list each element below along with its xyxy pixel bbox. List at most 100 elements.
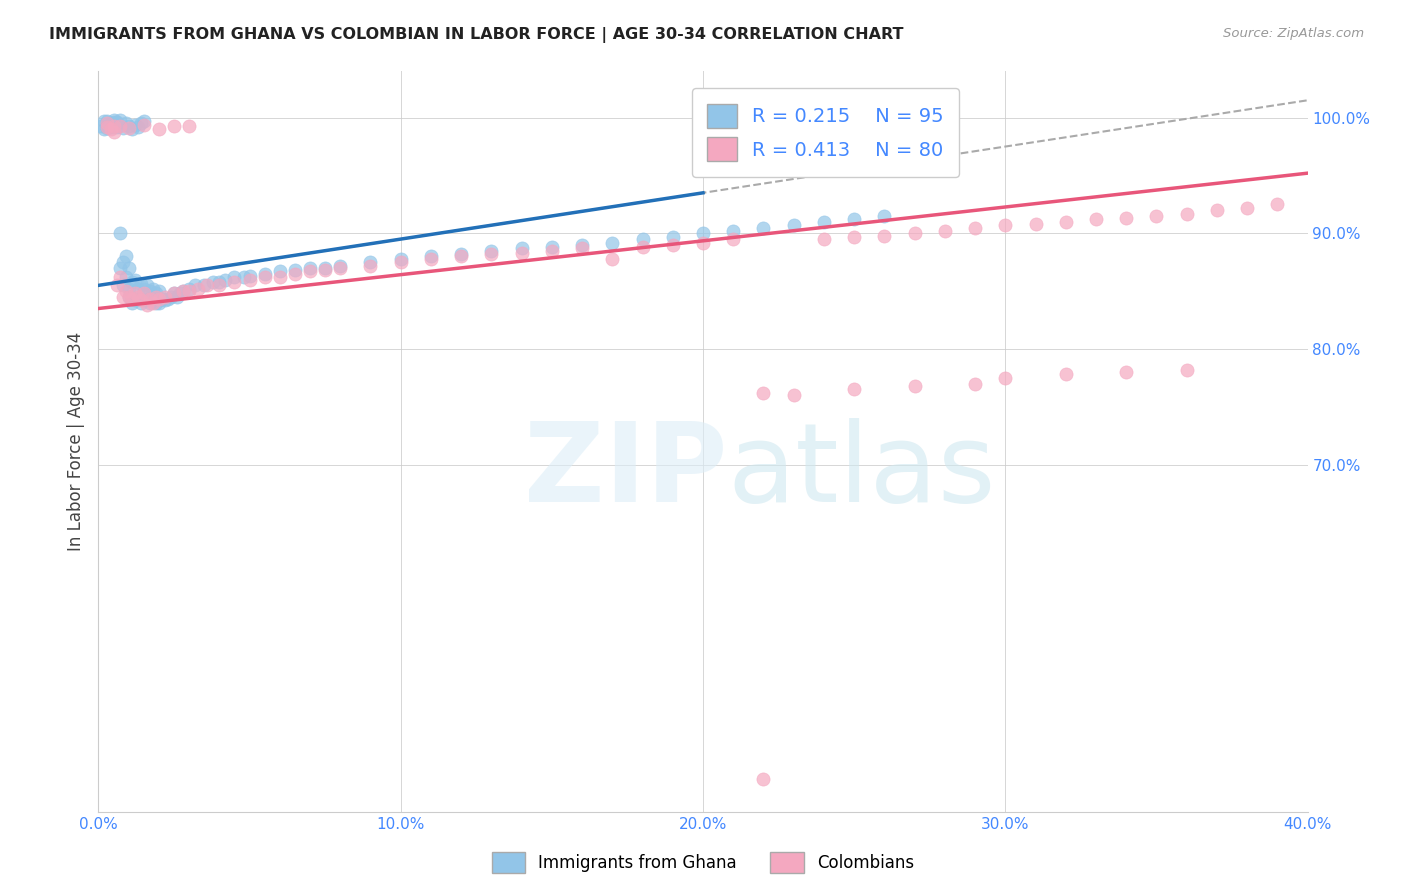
Point — [202, 275, 225, 289]
Point — [314, 260, 336, 275]
Point — [299, 264, 322, 278]
Point — [239, 269, 262, 284]
Point — [602, 252, 624, 266]
Point — [114, 284, 136, 298]
Point — [121, 122, 143, 136]
Point — [135, 292, 157, 306]
Point — [135, 298, 157, 312]
Point — [156, 292, 179, 306]
Point — [631, 240, 654, 254]
Point — [142, 293, 165, 308]
Point — [163, 286, 186, 301]
Point — [135, 278, 157, 293]
Point — [118, 290, 141, 304]
Point — [1024, 217, 1046, 231]
Point — [148, 295, 170, 310]
Point — [153, 293, 176, 308]
Point — [450, 250, 472, 264]
Point — [844, 383, 866, 397]
Point — [111, 121, 134, 136]
Point — [124, 293, 146, 308]
Point — [93, 122, 115, 136]
Legend: Immigrants from Ghana, Colombians: Immigrants from Ghana, Colombians — [485, 846, 921, 880]
Point — [1175, 363, 1198, 377]
Point — [111, 290, 134, 304]
Point — [103, 120, 125, 134]
Point — [108, 260, 131, 275]
Point — [1175, 207, 1198, 221]
Point — [187, 282, 209, 296]
Point — [571, 241, 593, 255]
Point — [127, 120, 149, 134]
Point — [1054, 368, 1077, 382]
Point — [314, 263, 336, 277]
Point — [692, 235, 714, 250]
Point — [90, 119, 112, 133]
Point — [253, 270, 276, 285]
Point — [284, 267, 307, 281]
Point — [813, 215, 835, 229]
Point — [100, 116, 122, 130]
Point — [118, 282, 141, 296]
Point — [1144, 209, 1167, 223]
Point — [1267, 197, 1289, 211]
Point — [631, 232, 654, 246]
Point — [148, 122, 170, 136]
Point — [214, 272, 236, 286]
Point — [510, 246, 533, 260]
Point — [692, 227, 714, 241]
Point — [540, 244, 562, 258]
Point — [208, 278, 231, 293]
Point — [172, 284, 194, 298]
Point — [284, 263, 307, 277]
Point — [127, 282, 149, 296]
Point — [172, 284, 194, 298]
Point — [1115, 365, 1137, 379]
Point — [253, 267, 276, 281]
Point — [142, 282, 165, 296]
Text: IMMIGRANTS FROM GHANA VS COLOMBIAN IN LABOR FORCE | AGE 30-34 CORRELATION CHART: IMMIGRANTS FROM GHANA VS COLOMBIAN IN LA… — [49, 27, 904, 43]
Point — [129, 295, 152, 310]
Point — [783, 388, 806, 402]
Point — [844, 229, 866, 244]
Point — [571, 238, 593, 252]
Text: Source: ZipAtlas.com: Source: ZipAtlas.com — [1223, 27, 1364, 40]
Point — [148, 292, 170, 306]
Point — [783, 218, 806, 232]
Point — [114, 116, 136, 130]
Point — [118, 260, 141, 275]
Point — [153, 290, 176, 304]
Point — [239, 272, 262, 286]
Point — [124, 272, 146, 286]
Point — [752, 772, 775, 787]
Point — [139, 284, 162, 298]
Point — [752, 386, 775, 401]
Point — [873, 228, 896, 243]
Point — [108, 119, 131, 133]
Point — [148, 284, 170, 298]
Point — [124, 118, 146, 132]
Point — [150, 292, 173, 306]
Point — [1206, 203, 1229, 218]
Point — [752, 220, 775, 235]
Point — [127, 290, 149, 304]
Point — [111, 255, 134, 269]
Point — [844, 212, 866, 227]
Point — [420, 252, 443, 266]
Point — [100, 118, 122, 132]
Point — [904, 227, 927, 241]
Point — [118, 290, 141, 304]
Point — [994, 218, 1017, 232]
Point — [111, 278, 134, 293]
Point — [873, 209, 896, 223]
Point — [813, 232, 835, 246]
Point — [96, 120, 118, 134]
Point — [114, 250, 136, 264]
Point — [103, 112, 125, 127]
Point — [965, 376, 987, 391]
Point — [145, 290, 167, 304]
Point — [108, 227, 131, 241]
Point — [224, 270, 246, 285]
Point — [166, 290, 188, 304]
Point — [105, 115, 128, 129]
